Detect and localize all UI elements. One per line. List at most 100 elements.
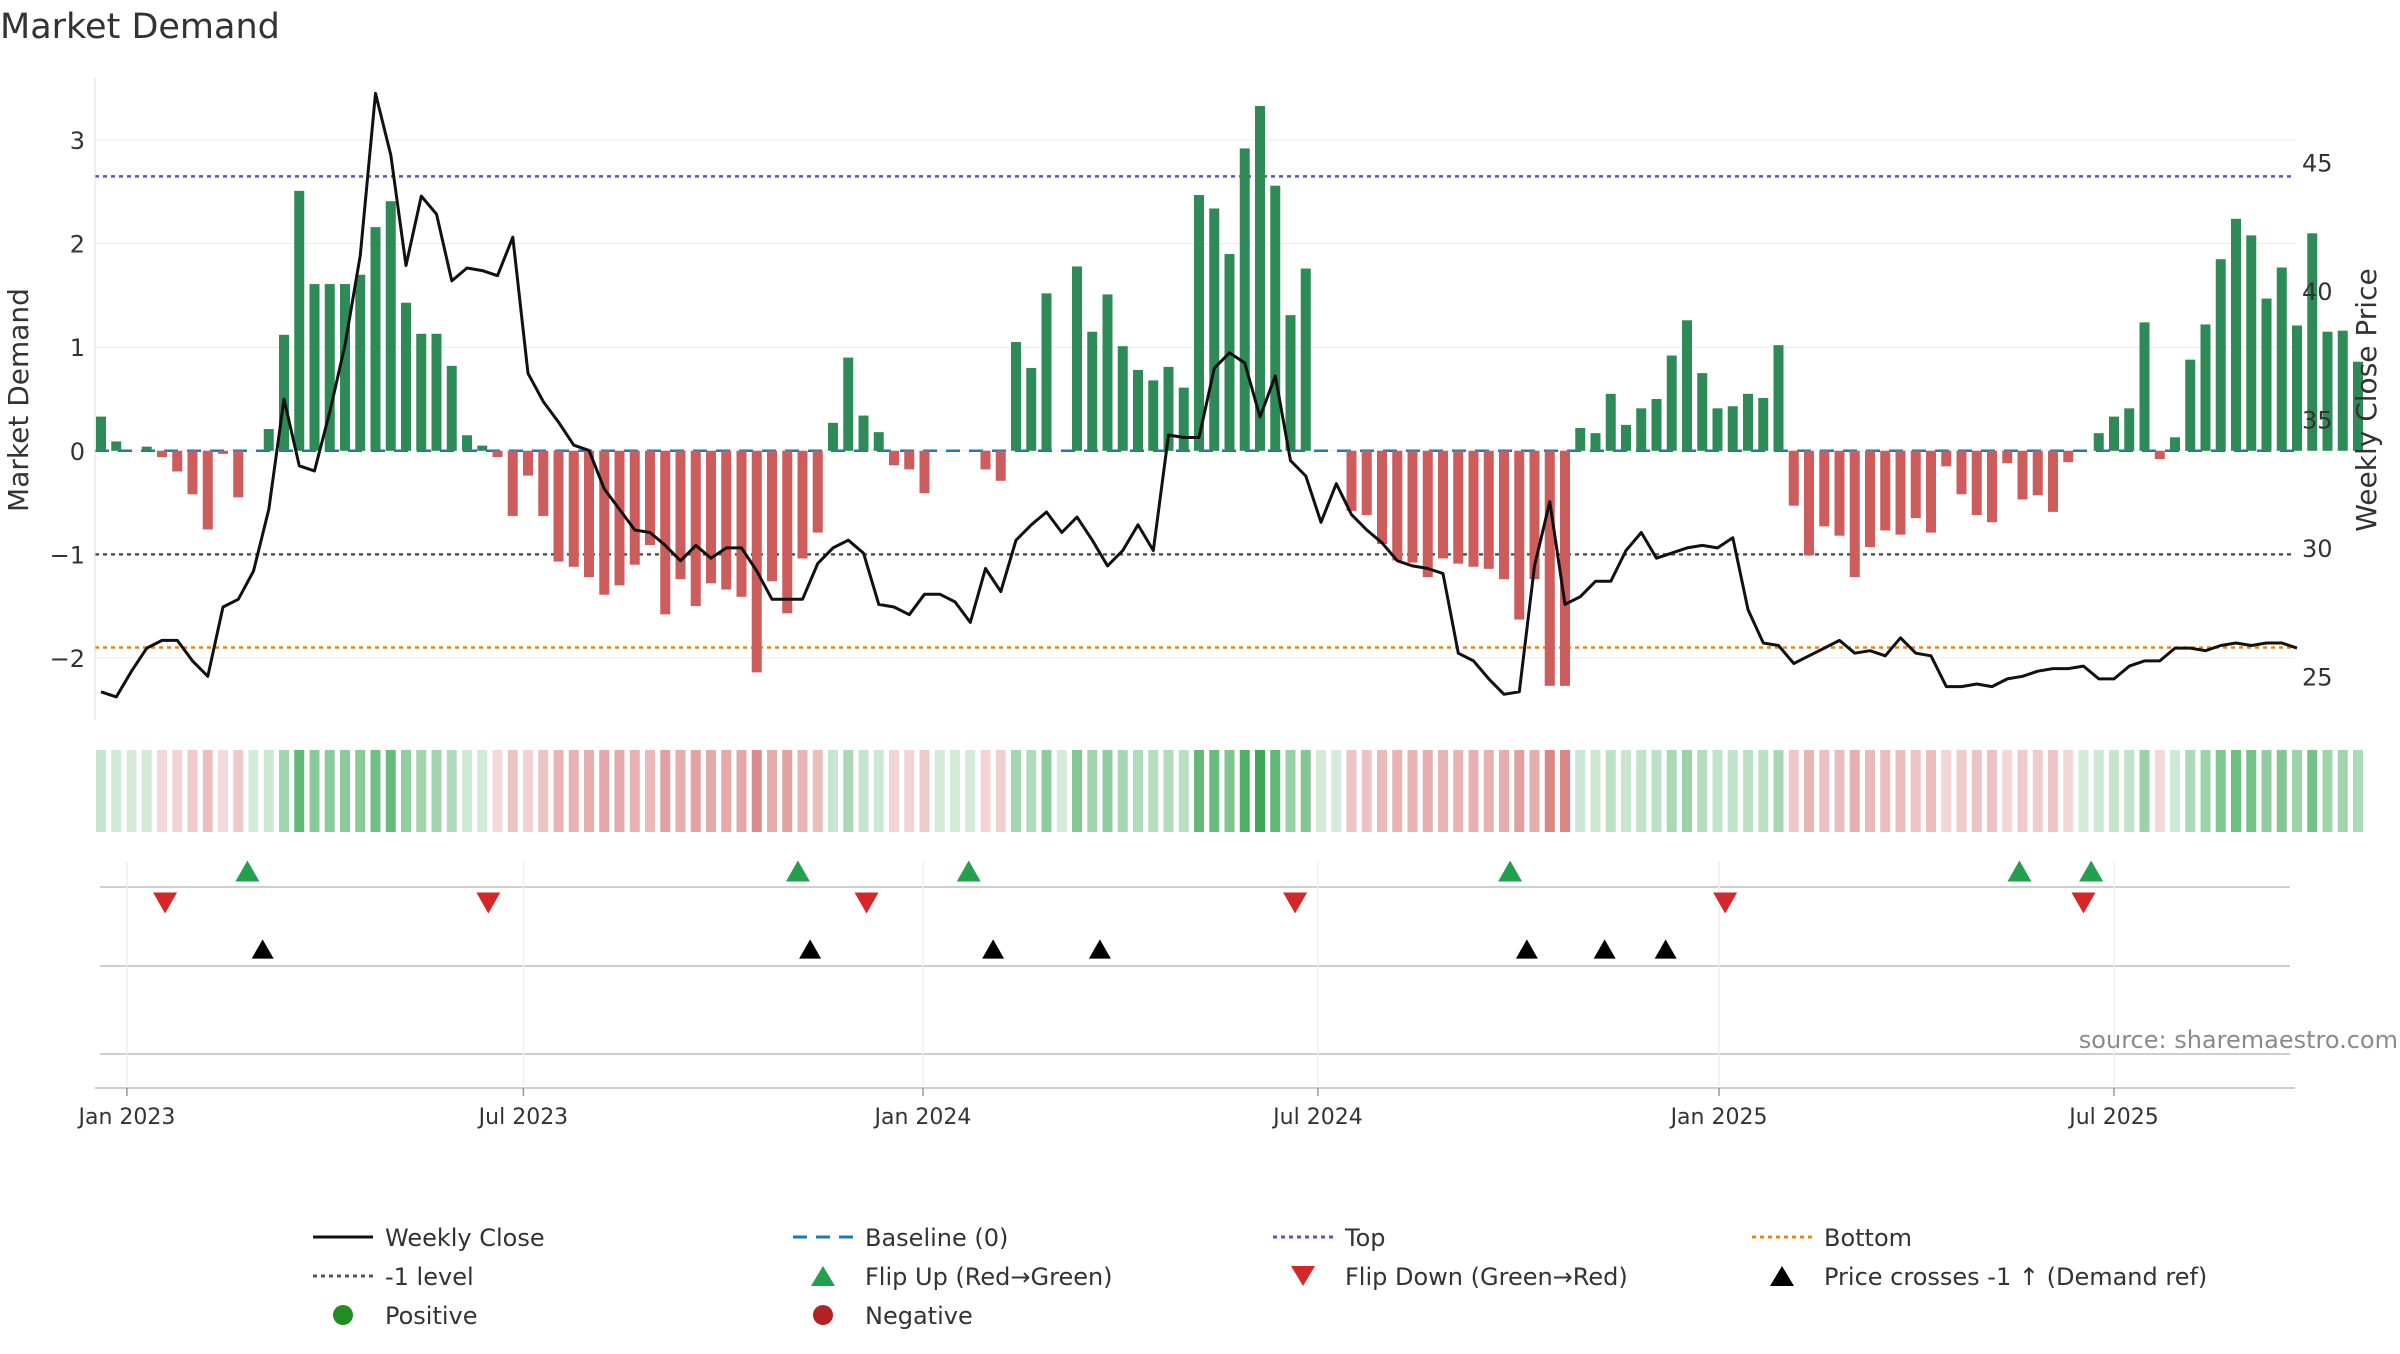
- legend-label: Positive: [385, 1302, 478, 1330]
- strip-cell: [1758, 750, 1769, 832]
- strip-cell: [370, 750, 381, 832]
- demand-bar: [889, 450, 899, 466]
- demand-bar: [202, 450, 213, 530]
- strip-cell: [1926, 750, 1936, 832]
- demand-bar: [2200, 324, 2211, 451]
- strip-cell: [1666, 750, 1677, 832]
- strip-cell: [233, 750, 244, 832]
- left-tick-label: −2: [50, 645, 85, 673]
- strip-cell: [1178, 750, 1189, 832]
- demand-bar: [1743, 393, 1753, 451]
- strip-cell: [1194, 750, 1204, 832]
- strip-cell: [797, 750, 808, 832]
- strip-cell: [2124, 750, 2135, 832]
- strip-cell: [538, 750, 549, 832]
- demand-bar: [1880, 450, 1891, 531]
- demand-bar: [2002, 450, 2013, 464]
- flip-down-marker: [153, 892, 178, 914]
- demand-bar: [1666, 355, 1677, 451]
- strip-cell: [1575, 750, 1586, 832]
- demand-bar: [1895, 450, 1906, 535]
- strip-cell: [568, 750, 579, 832]
- strip-cell: [965, 750, 976, 832]
- price-cross-marker: [1593, 939, 1616, 959]
- strip-cell: [1971, 750, 1982, 832]
- demand-bar: [675, 450, 686, 580]
- strip-cell: [858, 750, 869, 832]
- strip-cell: [2002, 750, 2013, 832]
- legend-swatch: [1291, 1266, 1315, 1286]
- flip-up-marker: [2079, 860, 2104, 882]
- strip-cell: [1895, 750, 1906, 832]
- strip-cell: [462, 750, 472, 832]
- strip-cell: [1910, 750, 1921, 832]
- strip-cell: [401, 750, 411, 832]
- strip-cell: [2322, 750, 2333, 832]
- demand-bar: [462, 435, 472, 451]
- strip-cell: [1422, 750, 1433, 832]
- demand-bar: [1590, 433, 1601, 451]
- demand-bar: [2124, 408, 2135, 451]
- demand-bar: [1361, 450, 1372, 515]
- strip-cell: [1514, 750, 1525, 832]
- legend-swatch: [333, 1305, 353, 1325]
- demand-bar: [1727, 406, 1738, 451]
- demand-bar: [233, 450, 244, 498]
- x-tick-label: Jul 2025: [2067, 1105, 2159, 1130]
- demand-bar: [706, 450, 716, 584]
- strip-cell: [1270, 750, 1281, 832]
- flip-down-marker: [476, 892, 501, 914]
- right-tick-label: 25: [2302, 663, 2333, 691]
- strip-cell: [218, 750, 228, 832]
- strip-cell: [736, 750, 747, 832]
- strip-cell: [675, 750, 686, 832]
- demand-bar: [370, 227, 381, 451]
- legend-label: Price crosses -1 ↑ (Demand ref): [1824, 1263, 2207, 1291]
- legend-label: Flip Up (Red→Green): [865, 1263, 1113, 1291]
- strip-cell: [1209, 750, 1220, 832]
- strip-cell: [2154, 750, 2165, 832]
- strip-cell: [1682, 750, 1692, 832]
- strip-cell: [126, 750, 137, 832]
- strip-cell: [660, 750, 671, 832]
- event-markers: Jan 2023 Jul 2023 Jan 2024 Jul 2024 Jan 2025…: [76, 860, 2295, 1130]
- strip-cell: [2063, 750, 2074, 832]
- strip-cell: [2200, 750, 2211, 832]
- y-axis-label-left: Market Demand: [2, 288, 35, 512]
- demand-bar: [1865, 450, 1875, 548]
- demand-bar: [2261, 298, 2272, 451]
- demand-bar: [843, 357, 854, 451]
- demand-bar: [660, 450, 671, 615]
- demand-bar: [1041, 293, 1052, 451]
- legend-label: Baseline (0): [865, 1224, 1008, 1252]
- demand-bar: [446, 365, 457, 451]
- chart-title: Market Demand: [0, 7, 280, 47]
- demand-bar: [1011, 342, 1021, 451]
- demand-bar: [828, 422, 838, 451]
- flip-down-marker: [2071, 892, 2096, 914]
- strip-cell: [599, 750, 610, 832]
- strip-cell: [507, 750, 518, 832]
- strip-cell: [1834, 750, 1845, 832]
- demand-bar: [2093, 433, 2104, 451]
- demand-bar: [599, 450, 610, 595]
- strip-cell: [1788, 750, 1799, 832]
- strip-cell: [1056, 750, 1067, 832]
- strip-cell: [2109, 750, 2119, 832]
- demand-bar: [2276, 267, 2287, 451]
- demand-bar: [523, 450, 533, 476]
- demand-bar: [980, 450, 991, 470]
- left-tick-label: 2: [70, 231, 85, 259]
- strip-cell: [767, 750, 777, 832]
- flip-up-marker: [785, 860, 810, 882]
- strip-cell: [431, 750, 442, 832]
- strip-cell: [1438, 750, 1448, 832]
- strip-cell: [1880, 750, 1891, 832]
- strip-cell: [1239, 750, 1250, 832]
- strip-cell: [1743, 750, 1753, 832]
- strip-cell: [904, 750, 915, 832]
- demand-bar: [568, 450, 579, 567]
- demand-bar: [1682, 320, 1692, 451]
- demand-bar: [1697, 373, 1708, 451]
- strip-cell: [2307, 750, 2318, 832]
